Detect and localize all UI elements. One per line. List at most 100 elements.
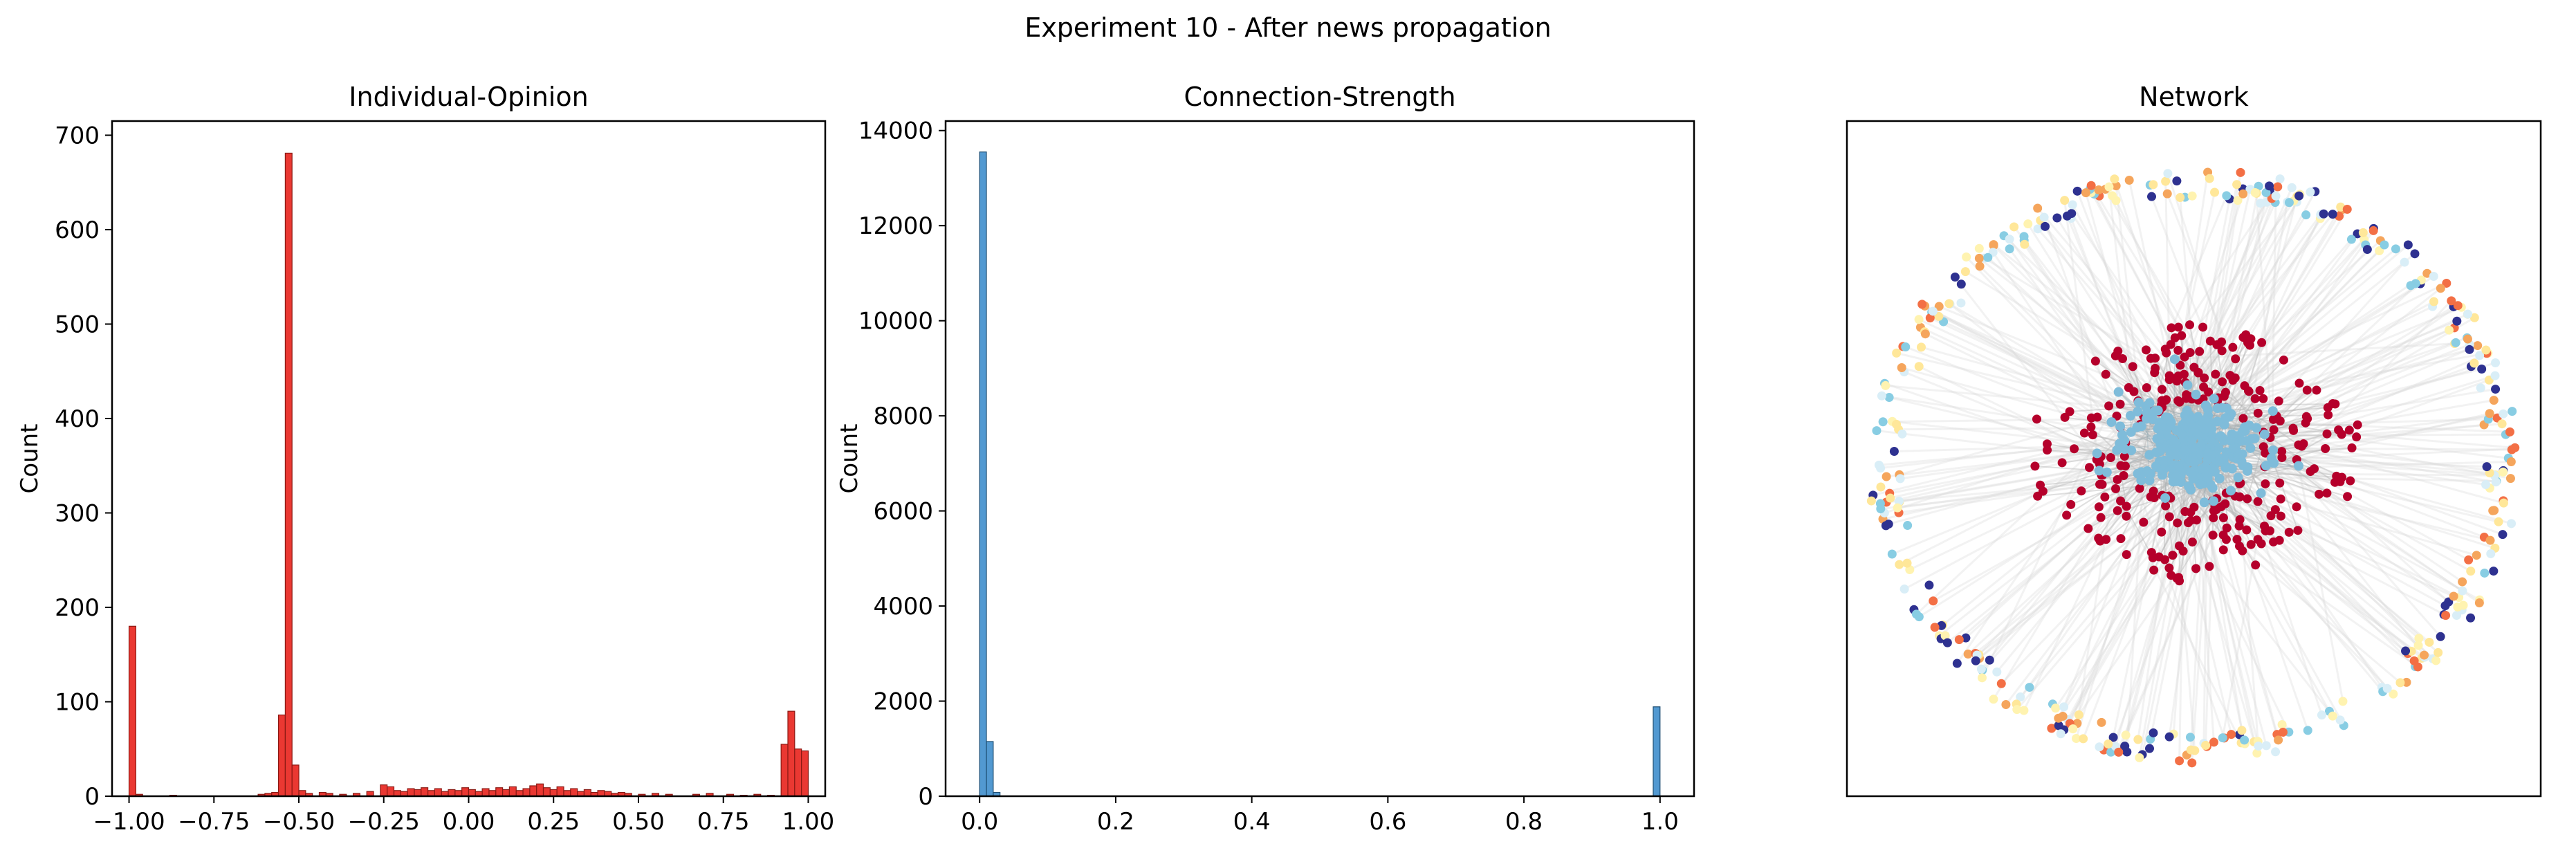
network-node — [2175, 541, 2184, 551]
network-node — [1874, 460, 1884, 470]
network-node — [2212, 403, 2223, 414]
network-node — [2164, 563, 2174, 573]
histogram-bar — [481, 788, 490, 797]
histogram-bar — [461, 787, 470, 797]
network-node — [2310, 464, 2319, 474]
network-node — [1954, 635, 1964, 645]
network-edge — [1890, 426, 2196, 499]
network-node — [2200, 373, 2209, 383]
network-node — [2096, 513, 2106, 522]
network-node — [2506, 457, 2516, 466]
network-node — [1887, 549, 1897, 559]
network-node — [2453, 301, 2463, 311]
histogram-bar — [529, 785, 537, 797]
network-edge — [2174, 342, 2455, 360]
network-edge — [2198, 243, 2385, 434]
network-node — [2466, 613, 2476, 623]
network-edge — [2241, 439, 2496, 484]
network-edge — [2100, 434, 2123, 457]
network-node — [2153, 423, 2163, 434]
network-node — [1899, 585, 1909, 594]
network-node — [2173, 396, 2183, 405]
network-edge — [1978, 483, 2201, 659]
network-node — [2171, 472, 2181, 482]
network-node — [1920, 329, 1930, 339]
network-edge — [2138, 454, 2195, 758]
network-node — [2108, 733, 2118, 742]
network-node — [2147, 192, 2157, 201]
network-node — [2353, 420, 2362, 430]
network-node — [2077, 486, 2086, 496]
network-node — [2090, 356, 2100, 366]
network-node — [2277, 720, 2287, 730]
histogram-bar — [277, 715, 286, 797]
network-edge — [2166, 193, 2275, 463]
network-node — [1895, 474, 1905, 484]
network-node — [1934, 302, 1944, 311]
histogram-bar — [780, 744, 789, 797]
network-node — [2054, 713, 2063, 723]
network-edge — [2188, 486, 2246, 744]
network-node — [2382, 683, 2392, 693]
network-node — [2485, 535, 2495, 545]
network-node — [2181, 416, 2191, 426]
network-node — [2172, 450, 2182, 461]
network-node — [2108, 191, 2117, 201]
network-node — [2499, 409, 2508, 419]
network-edge — [2156, 190, 2271, 468]
network-node — [2240, 735, 2250, 745]
network-node — [2066, 499, 2076, 509]
x-tick-label: 0.25 — [527, 808, 580, 836]
network-node — [2322, 429, 2332, 439]
network-node — [1928, 306, 1938, 316]
network-node — [2177, 331, 2187, 340]
network-node — [2240, 422, 2250, 432]
network-node — [2033, 203, 2043, 213]
network-node — [2255, 386, 2265, 396]
network-edge — [2247, 470, 2496, 549]
network-node — [2072, 186, 2082, 196]
network-node — [2209, 394, 2219, 404]
network-edge — [1992, 416, 2167, 700]
network-node — [2019, 706, 2029, 715]
network-node — [2060, 196, 2070, 205]
network-edge — [2221, 252, 2416, 409]
network-node — [2362, 245, 2372, 255]
network-node — [2172, 376, 2182, 386]
network-node — [2161, 425, 2171, 436]
network-node — [2436, 632, 2445, 641]
network-node — [2482, 462, 2492, 472]
network-node — [2172, 176, 2182, 186]
network-node — [2113, 506, 2122, 515]
network-node — [1989, 241, 1998, 250]
network-node — [2202, 472, 2213, 483]
network-node — [2294, 440, 2303, 450]
histogram-bar — [583, 789, 591, 797]
network-node — [2269, 425, 2279, 434]
network-node — [2111, 484, 2121, 493]
histogram-bar — [536, 783, 544, 797]
strength-histogram-bars — [979, 151, 1661, 797]
x-tick-label: 0.75 — [697, 808, 750, 836]
network-node — [2445, 325, 2454, 335]
network-node — [2133, 397, 2144, 407]
network-node — [2191, 564, 2201, 573]
network-node — [2312, 385, 2321, 395]
network-node — [1889, 446, 1899, 456]
network-edge — [2164, 350, 2223, 424]
network-node — [2238, 189, 2248, 199]
network-node — [2250, 188, 2260, 198]
network-edge — [1978, 257, 2207, 436]
network-node — [2164, 371, 2174, 380]
x-tick-label: −0.50 — [263, 808, 335, 836]
network-node — [2151, 447, 2162, 457]
network-node — [1963, 649, 1973, 659]
opinion-histogram-ylabel: Count — [16, 424, 44, 494]
axes-frame — [944, 120, 1695, 798]
y-tick-label: 300 — [55, 499, 100, 527]
network-node — [1962, 252, 1971, 262]
network-node — [1911, 609, 1921, 619]
histogram-bar — [421, 787, 429, 797]
network-node — [2113, 387, 2124, 397]
network-node — [2065, 407, 2074, 416]
